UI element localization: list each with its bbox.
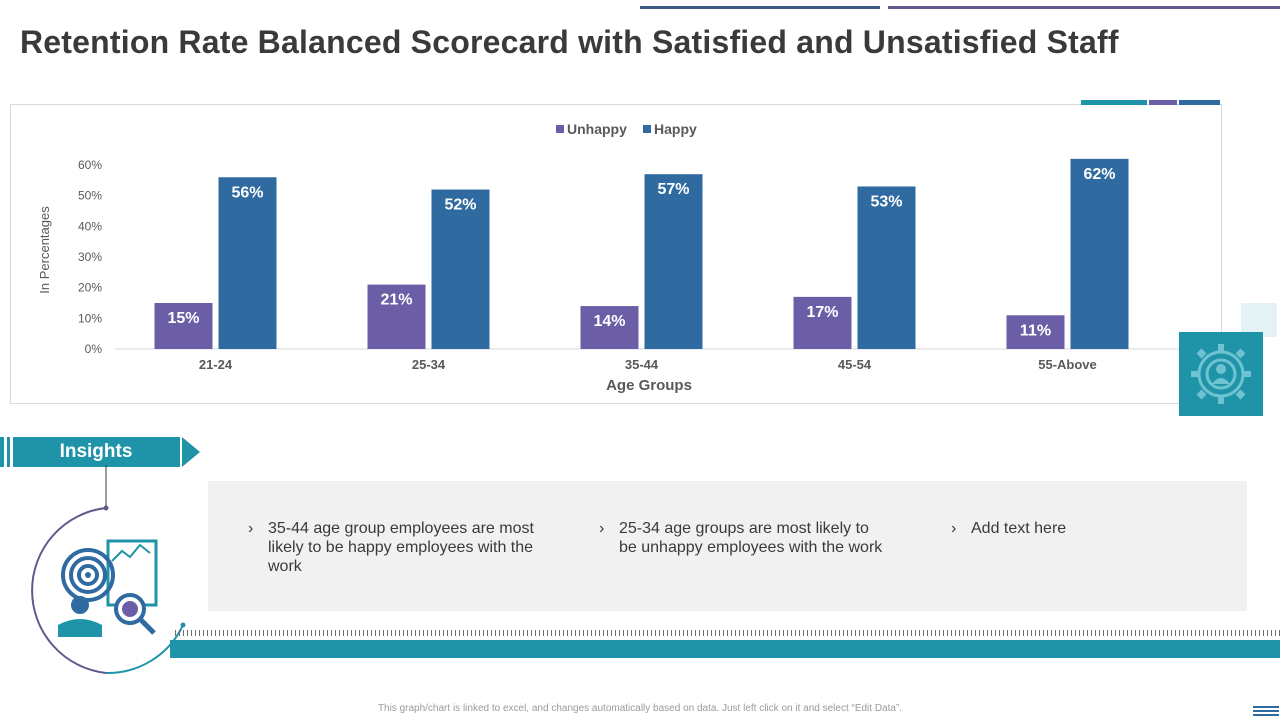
insight-text[interactable]: 35-44 age group employees are most likel… [268, 520, 534, 575]
page-title: Retention Rate Balanced Scorecard with S… [20, 24, 1119, 60]
menu-lines-icon [1253, 704, 1279, 716]
top-accent-line [640, 6, 880, 9]
target-analysis-icon [58, 539, 158, 637]
footer-dotted-line [175, 630, 1280, 636]
footer-bar [170, 640, 1280, 658]
chevron-right-icon: › [951, 520, 957, 537]
chevron-right-icon: › [248, 520, 254, 537]
decor-square [1241, 303, 1277, 337]
insights-panel: › 35-44 age group employees are most lik… [208, 481, 1247, 611]
insight-item: › 25-34 age groups are most likely to be… [599, 519, 889, 557]
top-accent-line [888, 6, 1280, 9]
decor-strip [1179, 100, 1220, 105]
footnote: This graph/chart is linked to excel, and… [377, 703, 903, 714]
insight-item: › 35-44 age group employees are most lik… [248, 519, 538, 576]
insight-item: › Add text here [951, 519, 1241, 538]
insights-illustration [0, 465, 200, 680]
decor-strip [1149, 100, 1177, 105]
decor-strip [1081, 100, 1147, 105]
employee-gear-icon [1179, 332, 1263, 416]
chevron-right-icon: › [599, 520, 605, 537]
insight-text[interactable]: 25-34 age groups are most likely to be u… [619, 520, 883, 556]
insights-banner: Insights [0, 437, 200, 467]
insights-title: Insights [59, 441, 133, 462]
insight-text[interactable]: Add text here [971, 520, 1067, 537]
chart-frame[interactable] [10, 104, 1222, 404]
